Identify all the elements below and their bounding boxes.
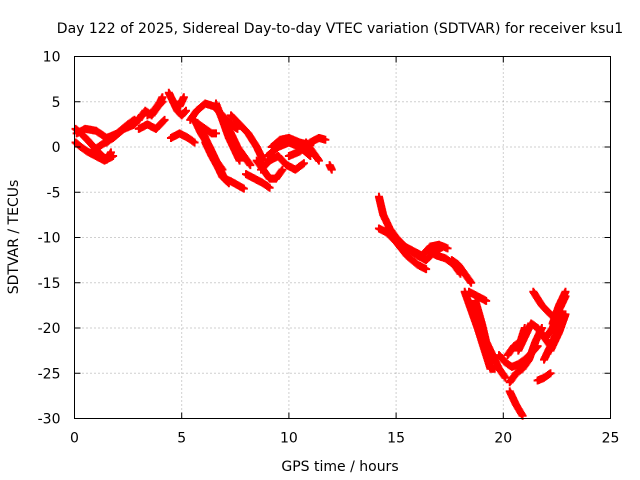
data-point <box>109 152 118 161</box>
data-point <box>443 244 452 253</box>
y-tick-labels: -30 -25 -20 -15 -10 -5 0 5 10 <box>38 50 61 428</box>
data-point <box>561 310 570 319</box>
data-point <box>327 165 336 174</box>
data-point <box>422 265 431 274</box>
data-point <box>179 93 188 102</box>
data-points <box>71 88 570 420</box>
y-tick-label: 0 <box>52 140 61 156</box>
y-tick-label: -5 <box>47 185 61 201</box>
data-point <box>239 184 248 193</box>
y-tick-label: -10 <box>38 231 61 247</box>
data-point <box>181 106 190 115</box>
data-point <box>212 129 221 138</box>
x-tick-label: 25 <box>602 431 620 447</box>
data-point <box>501 373 510 382</box>
grid <box>74 56 611 419</box>
axis-ticks <box>74 56 611 419</box>
y-axis-label: SDTVAR / TECUs <box>6 180 22 295</box>
x-tick-label: 10 <box>280 431 298 447</box>
y-tick-label: -25 <box>38 366 61 382</box>
data-point <box>265 183 274 192</box>
y-tick-label: -20 <box>38 321 61 337</box>
data-point <box>321 135 330 144</box>
y-tick-label: -30 <box>38 412 61 428</box>
y-tick-label: 10 <box>43 50 61 66</box>
data-point <box>299 159 308 168</box>
data-point <box>190 138 199 147</box>
x-tick-labels: 0 5 10 15 20 25 <box>70 431 619 447</box>
x-axis-label: GPS time / hours <box>281 459 398 475</box>
data-point <box>246 161 255 170</box>
x-tick-label: 15 <box>387 431 405 447</box>
x-tick-label: 20 <box>494 431 512 447</box>
data-point <box>158 93 167 102</box>
data-point <box>314 156 323 165</box>
y-tick-label: 5 <box>52 95 61 111</box>
data-point <box>546 369 555 378</box>
data-point <box>278 165 287 174</box>
data-point <box>235 156 244 165</box>
data-point <box>159 116 168 125</box>
data-point <box>180 107 189 116</box>
x-tick-label: 0 <box>70 431 79 447</box>
data-point <box>482 296 491 305</box>
data-point <box>467 278 476 287</box>
data-point <box>561 287 570 296</box>
y-tick-label: -15 <box>38 276 61 292</box>
data-point <box>160 115 169 124</box>
chart-title: Day 122 of 2025, Sidereal Day-to-day VTE… <box>57 21 623 37</box>
x-tick-label: 5 <box>177 431 186 447</box>
